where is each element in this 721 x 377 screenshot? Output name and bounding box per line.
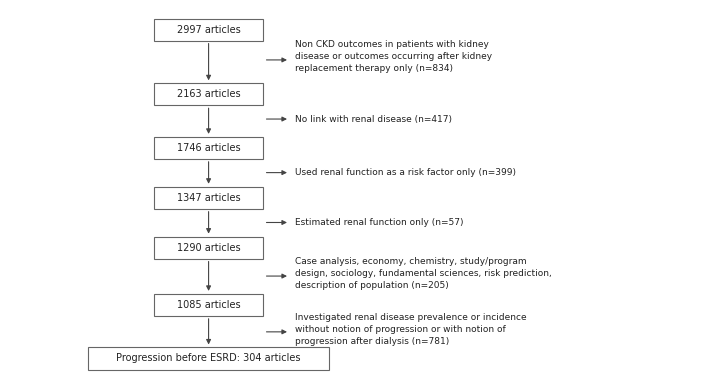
Text: Used renal function as a risk factor only (n=399): Used renal function as a risk factor onl… — [296, 168, 516, 177]
Text: 1746 articles: 1746 articles — [177, 143, 240, 153]
FancyBboxPatch shape — [154, 236, 263, 259]
Text: Estimated renal function only (n=57): Estimated renal function only (n=57) — [296, 218, 464, 227]
FancyBboxPatch shape — [154, 294, 263, 316]
FancyBboxPatch shape — [154, 187, 263, 209]
Text: Case analysis, economy, chemistry, study/program
design, sociology, fundamental : Case analysis, economy, chemistry, study… — [296, 257, 552, 290]
Text: Investigated renal disease prevalence or incidence
without notion of progression: Investigated renal disease prevalence or… — [296, 313, 527, 346]
Text: Non CKD outcomes in patients with kidney
disease or outcomes occurring after kid: Non CKD outcomes in patients with kidney… — [296, 40, 492, 72]
FancyBboxPatch shape — [154, 83, 263, 106]
FancyBboxPatch shape — [154, 137, 263, 159]
FancyBboxPatch shape — [154, 18, 263, 41]
Text: Progression before ESRD: 304 articles: Progression before ESRD: 304 articles — [116, 354, 301, 363]
FancyBboxPatch shape — [89, 347, 329, 369]
Text: 2163 articles: 2163 articles — [177, 89, 240, 99]
Text: 1347 articles: 1347 articles — [177, 193, 240, 203]
Text: 1085 articles: 1085 articles — [177, 300, 240, 310]
Text: 1290 articles: 1290 articles — [177, 243, 240, 253]
Text: 2997 articles: 2997 articles — [177, 25, 241, 35]
Text: No link with renal disease (n=417): No link with renal disease (n=417) — [296, 115, 453, 124]
